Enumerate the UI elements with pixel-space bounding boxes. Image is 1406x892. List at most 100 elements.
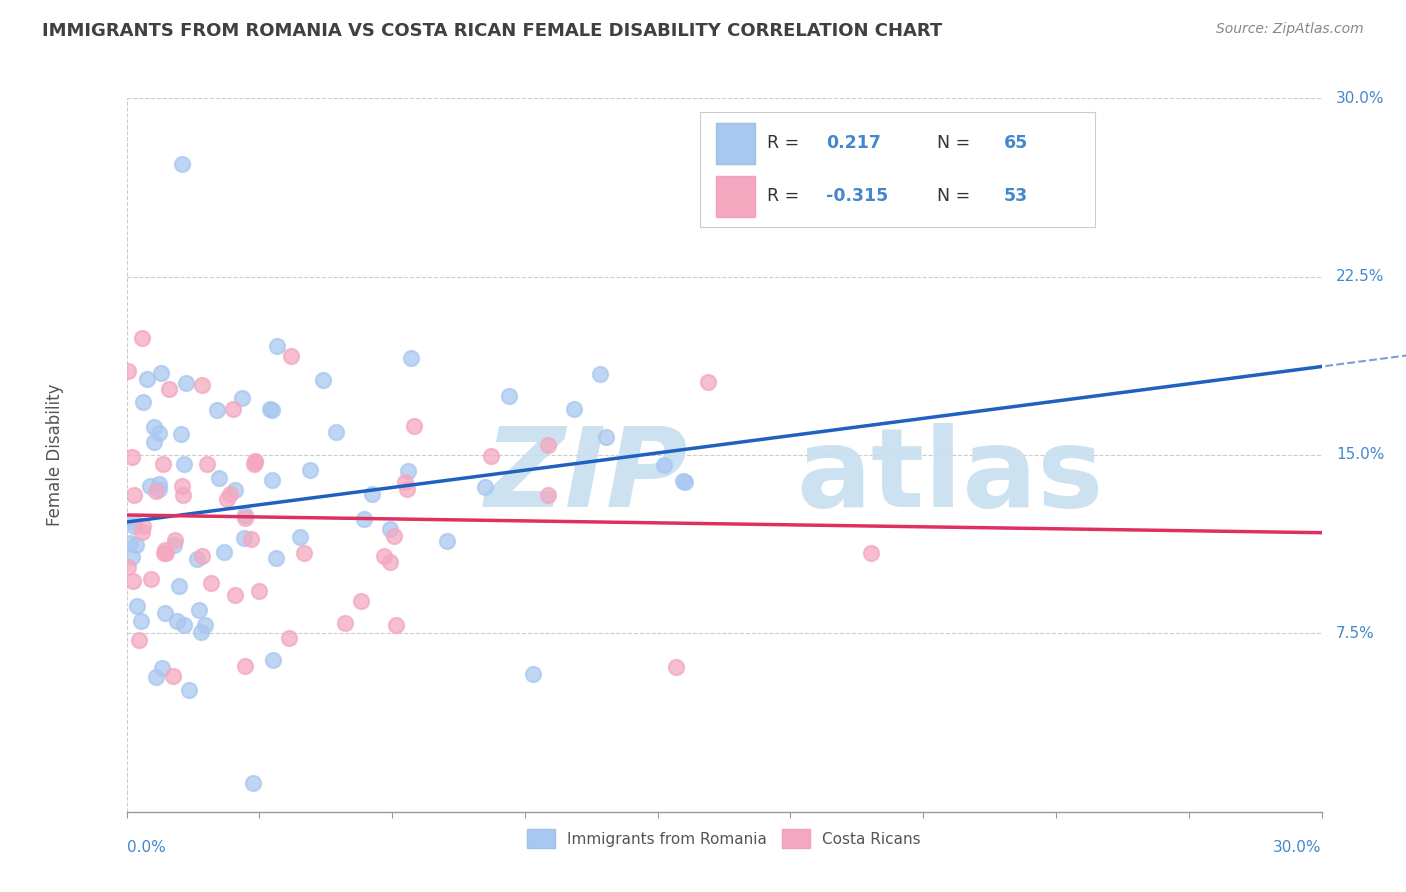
Point xyxy=(233,658,256,673)
Point xyxy=(125,538,148,552)
Text: 30.0%: 30.0% xyxy=(1274,840,1322,855)
Point xyxy=(145,670,167,684)
Point xyxy=(260,473,283,487)
Point xyxy=(173,617,195,632)
Point xyxy=(170,157,193,171)
Text: 15.0%: 15.0% xyxy=(1336,448,1385,462)
Text: ZIP: ZIP xyxy=(485,423,688,530)
Point xyxy=(537,488,560,502)
Point xyxy=(212,545,235,559)
Text: Female Disability: Female Disability xyxy=(46,384,63,526)
Point xyxy=(280,349,302,363)
Point xyxy=(153,543,176,558)
Point xyxy=(589,368,612,382)
Point xyxy=(672,474,695,488)
Point xyxy=(373,549,395,563)
Point xyxy=(167,579,190,593)
Point xyxy=(131,615,153,629)
Point xyxy=(474,480,496,494)
Point xyxy=(232,531,254,545)
Point xyxy=(162,669,184,683)
Point xyxy=(396,464,419,478)
Point xyxy=(153,546,176,560)
Point xyxy=(378,555,401,569)
Point xyxy=(224,588,246,602)
Point xyxy=(153,606,176,620)
Point xyxy=(188,603,211,617)
Point xyxy=(170,479,193,493)
Point xyxy=(166,614,188,628)
Point xyxy=(382,529,405,543)
Point xyxy=(231,392,253,406)
Point xyxy=(141,572,163,586)
Point xyxy=(224,483,246,497)
Point xyxy=(249,583,271,598)
Point xyxy=(163,537,186,551)
Point xyxy=(242,776,264,790)
Point xyxy=(360,487,382,501)
Point xyxy=(191,378,214,392)
Point xyxy=(233,510,256,524)
Point xyxy=(132,519,155,533)
Point xyxy=(266,338,288,352)
Point xyxy=(394,475,416,490)
Point xyxy=(402,419,425,434)
Text: 7.5%: 7.5% xyxy=(1336,626,1375,640)
Point xyxy=(122,515,145,529)
Point xyxy=(118,536,141,550)
Point xyxy=(288,530,311,544)
Point xyxy=(245,455,267,469)
Point xyxy=(122,488,145,502)
Point xyxy=(179,683,201,698)
Point xyxy=(696,375,718,389)
Point xyxy=(595,430,617,444)
Point xyxy=(399,351,422,365)
Point xyxy=(136,371,159,385)
Point xyxy=(205,402,228,417)
Point xyxy=(157,382,180,396)
Point xyxy=(174,376,197,390)
Point xyxy=(299,463,322,477)
Point xyxy=(665,660,688,674)
Point xyxy=(396,482,419,496)
Point xyxy=(117,364,139,378)
Point xyxy=(200,576,222,591)
Text: 0.0%: 0.0% xyxy=(127,840,166,855)
Point xyxy=(260,403,283,417)
Point xyxy=(117,560,139,574)
Point xyxy=(436,533,458,548)
Point xyxy=(195,458,218,472)
Legend: Immigrants from Romania, Costa Ricans: Immigrants from Romania, Costa Ricans xyxy=(522,823,927,854)
Point xyxy=(121,450,143,464)
Point xyxy=(139,479,162,493)
Point xyxy=(537,437,560,451)
Point xyxy=(562,402,585,417)
Point xyxy=(165,533,187,547)
Point xyxy=(191,549,214,564)
Point xyxy=(243,454,266,468)
Point xyxy=(173,457,195,471)
Point xyxy=(145,483,167,498)
Point xyxy=(194,618,217,632)
Point xyxy=(278,631,301,645)
Point xyxy=(170,426,193,441)
Point xyxy=(122,519,145,533)
Point xyxy=(190,624,212,639)
Point xyxy=(673,475,696,489)
Point xyxy=(152,458,174,472)
Point xyxy=(240,532,263,546)
Point xyxy=(222,402,245,417)
Point xyxy=(131,524,153,539)
Point xyxy=(127,599,149,613)
Point xyxy=(859,546,882,560)
Point xyxy=(142,435,165,450)
Point xyxy=(128,632,150,647)
Point xyxy=(312,373,335,387)
Point xyxy=(378,522,401,536)
Point xyxy=(242,457,264,471)
Point xyxy=(148,477,170,491)
Point xyxy=(218,487,240,501)
Point xyxy=(122,574,145,588)
Point xyxy=(262,653,284,667)
Point xyxy=(215,491,238,506)
